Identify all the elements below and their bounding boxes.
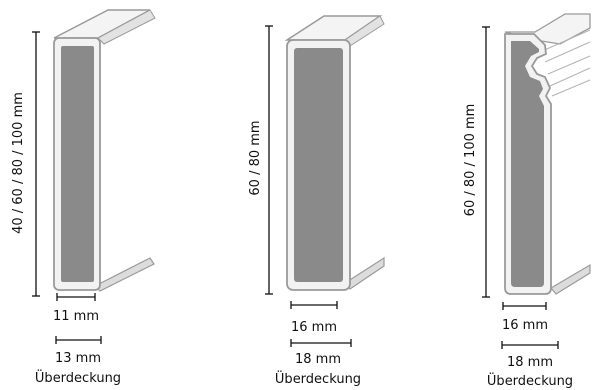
profile-3-bottom-face	[550, 263, 591, 295]
profile-1-bottom-face	[93, 257, 155, 292]
profile-2-core	[294, 48, 343, 282]
profile-3-height-label: 60 / 80 / 100 mm	[463, 104, 478, 217]
profile-3: 60 / 80 / 100 mm 16 mm 18 mm Überdeckung	[463, 13, 591, 389]
profile-1-top-bevel	[97, 9, 156, 45]
profile-1-overlap-value: 13 mm	[55, 351, 101, 366]
profile-1-core	[61, 46, 94, 282]
profile-3-overlap-word: Überdeckung	[487, 372, 573, 389]
profile-2-height-label: 60 / 80 mm	[248, 120, 263, 195]
profile-1: 40 / 60 / 80 / 100 mm 11 mm 13 mm Überde…	[11, 9, 156, 386]
profile-3-moulding-ridges	[539, 29, 591, 97]
profile-3-thickness-label: 16 mm	[502, 318, 548, 333]
profile-3-overlap-value: 18 mm	[507, 355, 553, 370]
profile-2-thickness-label: 16 mm	[291, 320, 337, 335]
profile-3-core	[511, 41, 544, 287]
profile-1-overlap-word: Überdeckung	[35, 369, 121, 386]
profile-1-height-label: 40 / 60 / 80 / 100 mm	[11, 92, 26, 234]
profile-2-overlap-value: 18 mm	[295, 352, 341, 367]
profile-2: 60 / 80 mm 16 mm 18 mm Überdeckung	[248, 15, 385, 387]
profile-1-thickness-label: 11 mm	[53, 309, 99, 324]
profile-2-overlap-word: Überdeckung	[275, 370, 361, 387]
